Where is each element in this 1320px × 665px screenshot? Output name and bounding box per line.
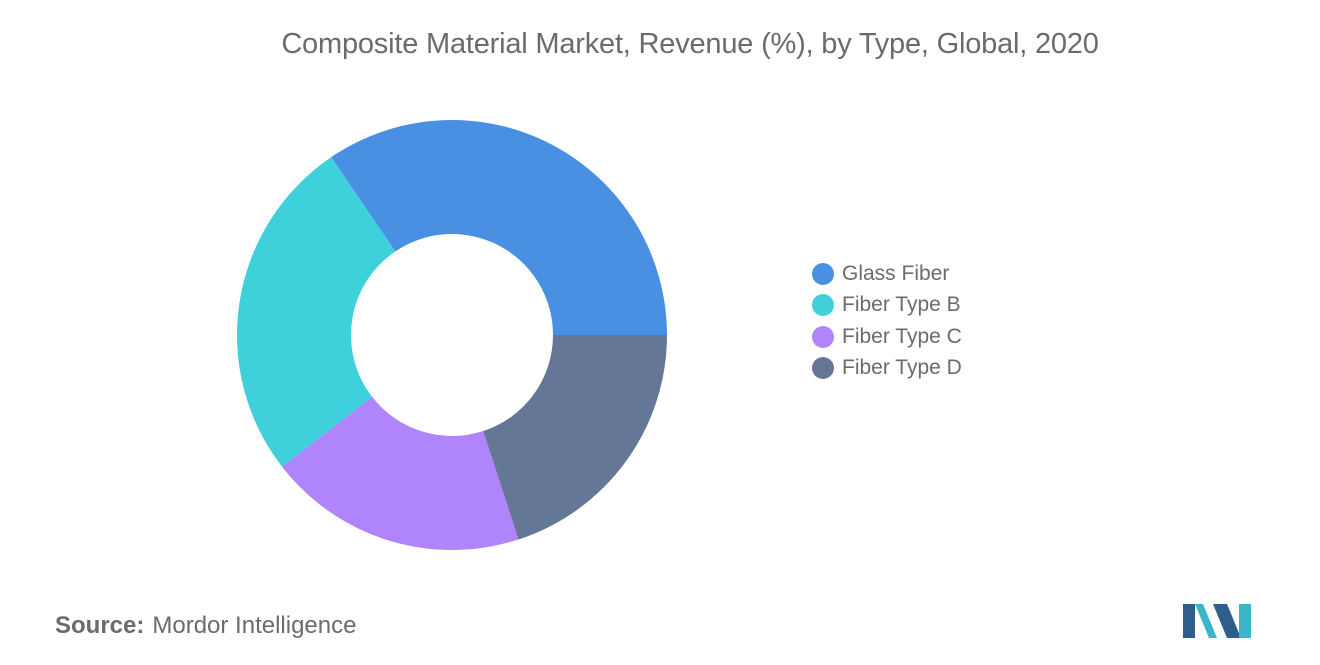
- legend-item-glass-fiber[interactable]: Glass Fiber: [812, 258, 962, 290]
- legend-swatch-fiber-type-b: [812, 294, 834, 317]
- donut-slice-fiber-type-d[interactable]: [483, 335, 667, 540]
- logo-shape-2: [1195, 604, 1217, 638]
- legend-item-fiber-type-c[interactable]: Fiber Type C: [812, 321, 962, 353]
- chart-legend: Glass Fiber Fiber Type B Fiber Type C Fi…: [812, 258, 962, 384]
- legend-label-fiber-type-b: Fiber Type B: [842, 293, 961, 317]
- donut-slice-fiber-type-c[interactable]: [282, 396, 519, 551]
- legend-label-fiber-type-c: Fiber Type C: [842, 324, 962, 348]
- legend-swatch-fiber-type-d: [812, 357, 834, 380]
- legend-item-fiber-type-d[interactable]: Fiber Type D: [812, 353, 962, 385]
- logo-shape-4: [1239, 604, 1251, 638]
- donut-slice-glass-fiber[interactable]: [331, 119, 667, 335]
- legend-swatch-glass-fiber: [812, 262, 834, 285]
- legend-swatch-fiber-type-c: [812, 325, 834, 348]
- source-value: Mordor Intelligence: [152, 612, 357, 639]
- legend-label-fiber-type-d: Fiber Type D: [842, 356, 962, 380]
- chart-title: Composite Material Market, Revenue (%), …: [281, 28, 1099, 60]
- donut-slice-fiber-type-b[interactable]: [236, 157, 396, 467]
- logo-shape-1: [1183, 604, 1195, 638]
- logo-shape-3: [1213, 604, 1241, 638]
- source-note: Source: Mordor Intelligence: [55, 612, 356, 640]
- legend-label-glass-fiber: Glass Fiber: [842, 261, 950, 285]
- source-label: Source:: [55, 612, 145, 639]
- legend-item-fiber-type-b[interactable]: Fiber Type B: [812, 290, 962, 322]
- mordor-intelligence-logo-icon: [1183, 604, 1251, 638]
